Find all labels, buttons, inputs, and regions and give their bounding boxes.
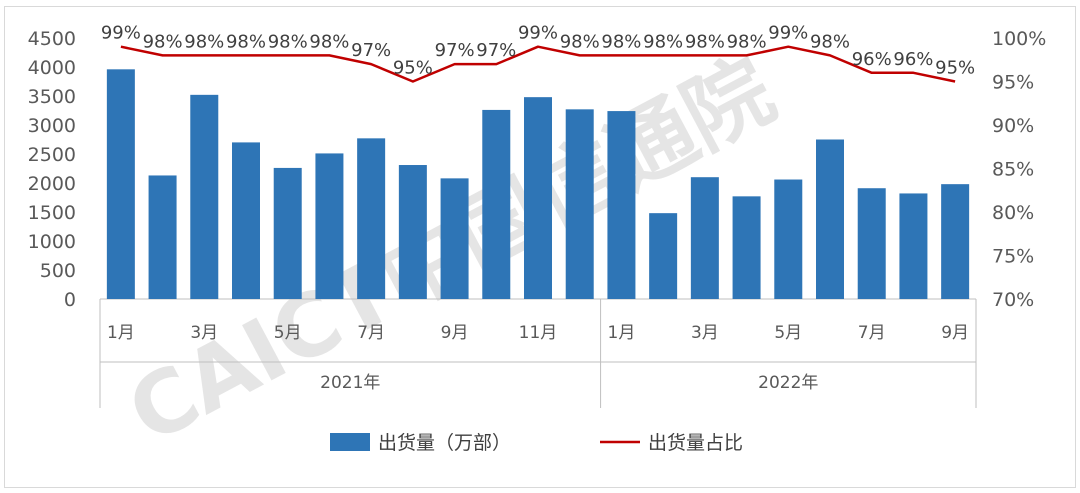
bar — [732, 196, 761, 299]
bar — [690, 177, 719, 299]
line-data-label: 98% — [685, 31, 725, 52]
y-left-tick-label: 2000 — [28, 173, 76, 195]
legend-swatch-bar — [330, 433, 370, 451]
y-left-tick-label: 3500 — [28, 86, 76, 108]
x-tick-label: 7月 — [858, 323, 886, 343]
y-left-tick-label: 4000 — [28, 57, 76, 79]
line-data-label: 98% — [810, 31, 850, 52]
x-tick-label: 3月 — [691, 323, 719, 343]
y-left-tick-label: 4500 — [28, 28, 76, 50]
line-data-label: 98% — [226, 31, 266, 52]
data-labels: 99% 98% 98% 98% 98% 98% 97%95%97% 97%99% 98% 98% 9… — [101, 23, 975, 79]
y-right-tick-label: 85% — [992, 159, 1034, 181]
y-right-tick-label: 70% — [992, 289, 1034, 311]
y-right-tick-label: 100% — [992, 28, 1046, 50]
line-data-label: 98% — [184, 31, 224, 52]
line-data-label: 97% — [351, 40, 391, 61]
line-data-label: 96% — [893, 49, 933, 70]
legend-label-bar: 出货量（万部） — [378, 432, 511, 454]
bar — [190, 94, 219, 299]
bar — [232, 142, 260, 299]
line-data-label: 98% — [601, 31, 641, 52]
x-group-label: 2021年 — [320, 373, 380, 393]
bar-series — [106, 69, 970, 299]
bar — [398, 165, 427, 299]
line-data-label: 98% — [643, 31, 683, 52]
y-right-tick-label: 90% — [992, 115, 1034, 137]
y-left-tick-label: 1500 — [28, 202, 76, 224]
y-right-tick-label: 75% — [992, 246, 1034, 268]
y-right-tick-label: 80% — [992, 202, 1034, 224]
bar — [357, 138, 386, 299]
x-tick-label: 9月 — [441, 323, 469, 343]
line-data-label: 97% — [476, 40, 516, 61]
bar — [607, 111, 636, 299]
legend-label-line: 出货量占比 — [648, 432, 743, 454]
y-right-tick-label: 95% — [992, 72, 1034, 94]
bar — [565, 109, 594, 299]
x-tick-label: 9月 — [941, 323, 969, 343]
bar — [941, 184, 970, 299]
x-tick-label: 3月 — [190, 323, 218, 343]
line-data-label: 99% — [101, 23, 141, 44]
legend: 出货量（万部） 出货量占比 — [330, 432, 743, 454]
x-tick-label: 7月 — [357, 323, 385, 343]
line-data-label: 95% — [393, 58, 433, 79]
line-data-label: 98% — [309, 31, 349, 52]
bar — [649, 213, 678, 299]
bar — [482, 109, 511, 299]
line-data-label: 98% — [727, 31, 767, 52]
line-data-label: 96% — [852, 49, 892, 70]
y-left-tick-label: 0 — [64, 289, 76, 311]
line-data-label: 99% — [518, 23, 558, 44]
line-series — [120, 45, 956, 83]
x-tick-label: 5月 — [274, 323, 302, 343]
bar — [899, 193, 928, 299]
bar — [148, 175, 177, 299]
line-data-label: 98% — [143, 31, 183, 52]
bar — [774, 179, 803, 299]
x-tick-label: 1月 — [608, 323, 636, 343]
axes: 0 500 1000 1500 2000 2500 3000 3500 4000 4500 70% 7… — [28, 28, 1046, 408]
x-group-label: 2022年 — [758, 373, 818, 393]
x-tick-label: 1月 — [107, 323, 135, 343]
y-left-tick-label: 500 — [40, 260, 76, 282]
x-tick-label: 11月 — [519, 323, 558, 343]
line-data-label: 95% — [935, 58, 975, 79]
x-tick-label: 5月 — [774, 323, 802, 343]
y-left-tick-label: 2500 — [28, 144, 76, 166]
bar — [857, 188, 886, 299]
bar — [106, 69, 135, 299]
bar — [816, 139, 844, 299]
line-data-label: 98% — [268, 31, 308, 52]
y-left-tick-label: 1000 — [28, 231, 76, 253]
bar — [273, 167, 302, 299]
line-data-label: 98% — [560, 31, 600, 52]
bar — [524, 97, 552, 299]
line-data-label: 99% — [768, 23, 808, 44]
share-line — [120, 45, 956, 83]
bar — [440, 178, 469, 299]
bar — [315, 153, 344, 299]
line-data-label: 97% — [435, 40, 475, 61]
y-left-tick-label: 3000 — [28, 115, 76, 137]
